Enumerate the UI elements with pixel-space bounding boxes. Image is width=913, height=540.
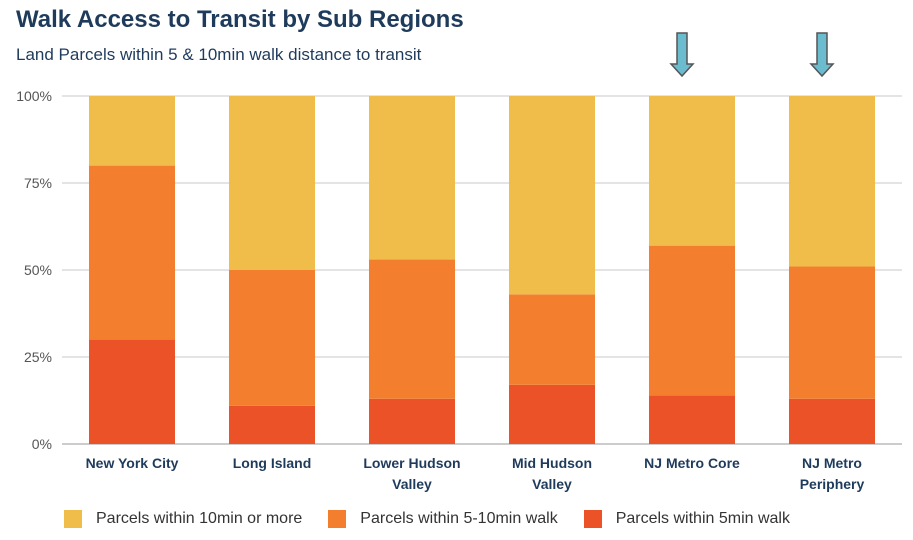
y-tick-label: 100%: [16, 88, 52, 104]
legend-swatch: [64, 510, 82, 528]
down-arrow-icon: [809, 32, 835, 78]
bar-segment: [89, 339, 175, 444]
bar-segment: [789, 266, 875, 399]
bar-segment: [649, 395, 735, 444]
down-arrow-icon: [669, 32, 695, 78]
chart-subtitle: Land Parcels within 5 & 10min walk dista…: [16, 45, 422, 64]
legend-swatch: [328, 510, 347, 528]
y-tick-label: 0%: [32, 436, 52, 452]
bar-segment: [649, 245, 735, 396]
x-tick-label: New York City: [86, 455, 179, 471]
x-tick-label: Valley: [532, 476, 572, 492]
bar-segment: [369, 96, 455, 260]
x-tick-label: Valley: [392, 476, 432, 492]
legend-label: Parcels within 5-10min walk: [360, 510, 558, 527]
x-tick-label: Long Island: [233, 455, 312, 471]
x-tick-label: NJ Metro Core: [644, 455, 740, 471]
y-tick-label: 50%: [24, 262, 52, 278]
bar-segment: [509, 384, 595, 444]
legend-swatch: [583, 510, 602, 528]
legend-item: Parcels within 5-10min walk: [328, 510, 558, 528]
legend-label: Parcels within 5min walk: [615, 510, 790, 527]
y-tick-label: 25%: [24, 349, 52, 365]
bar-segment: [229, 96, 315, 270]
bar-segment: [229, 405, 315, 444]
x-tick-label: Mid Hudson: [512, 455, 592, 471]
bar-segment: [509, 96, 595, 295]
bar-segment: [789, 96, 875, 267]
x-tick-label: Periphery: [800, 476, 865, 492]
bar-segment: [229, 270, 315, 406]
legend-item: Parcels within 10min or more: [64, 510, 302, 528]
bar-segment: [789, 398, 875, 444]
bar-segment: [649, 96, 735, 246]
legend: Parcels within 10min or more Parcels with…: [64, 510, 816, 528]
legend-item: Parcels within 5min walk: [583, 510, 790, 528]
bar-segment: [89, 96, 175, 166]
bar-segment: [89, 165, 175, 340]
y-tick-label: 75%: [24, 175, 52, 191]
bar-segment: [369, 398, 455, 444]
chart-title: Walk Access to Transit by Sub Regions: [16, 6, 464, 33]
legend-label: Parcels within 10min or more: [96, 510, 303, 527]
bar-segment: [509, 294, 595, 385]
bar-segment: [369, 259, 455, 399]
x-tick-label: NJ Metro: [802, 455, 862, 471]
x-tick-label: Lower Hudson: [363, 455, 460, 471]
